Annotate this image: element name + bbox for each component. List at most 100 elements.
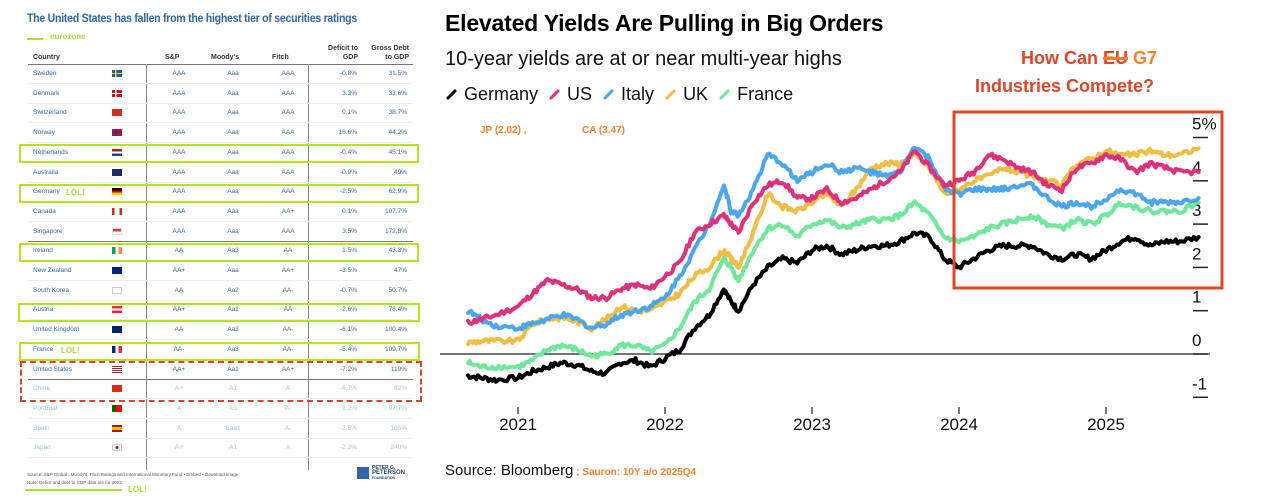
table-source: Source: S&P Global , Moody's, Fitch Rati… — [27, 472, 239, 477]
logo-line-1: PETER G. — [372, 465, 396, 471]
series-line-germany — [466, 230, 1201, 384]
debt-cell: 50.7% — [388, 286, 407, 294]
row-divider — [28, 378, 413, 380]
y-tick-label: 2 — [1192, 244, 1201, 263]
deficit-cell: -6.7% — [340, 385, 357, 393]
moodys-rating-cell: Aa1 — [227, 365, 239, 373]
highlight-austria — [18, 303, 420, 322]
fitch-rating-cell: AA- — [282, 345, 294, 353]
moodys-rating-cell: Aaa — [227, 188, 239, 196]
country-cell: Portugal — [33, 404, 58, 412]
debt-cell: 44.2% — [388, 129, 407, 137]
austria-flag-icon — [112, 306, 122, 314]
table-row: Portugal A A3 A- 1.2% 97.7% — [28, 400, 413, 419]
row-divider — [28, 417, 413, 419]
y-tick-label: 1 — [1192, 288, 1201, 307]
col-header-country: Country — [33, 54, 60, 61]
deficit-cell: 1.5% — [342, 247, 357, 255]
logo-line-2: PETERSON — [372, 470, 406, 476]
col-header-moodys: Moody's — [211, 54, 240, 61]
moodys-rating-cell: A3 — [229, 404, 237, 412]
table-row: Spain A Baa1 A- -3.5% 105% — [28, 420, 413, 439]
fitch-rating-cell: AAA — [281, 168, 295, 176]
x-tick-label: 2021 — [499, 415, 537, 434]
chart-legend: Germany US Italy UK France — [445, 84, 793, 105]
legend-swatch-icon — [445, 88, 458, 101]
series-line-italy — [466, 146, 1201, 332]
ireland-flag-icon — [112, 247, 122, 255]
deficit-cell: -3.5% — [340, 267, 357, 274]
table-row: Japan A+ A1 A -2.3% 240% — [28, 439, 413, 459]
sp-rating-cell: A — [176, 404, 182, 412]
x-tick-label: 2024 — [940, 415, 978, 434]
row-divider — [28, 181, 413, 183]
moodys-rating-cell: Aa2 — [227, 286, 239, 294]
legend-swatch-icon — [718, 88, 731, 101]
table-note: Note: Deficit and debt to GDP data are f… — [27, 480, 123, 485]
netherlands-flag-icon — [112, 148, 122, 156]
sp-rating-cell: A+ — [174, 444, 184, 452]
moodys-rating-cell: Aaa — [227, 89, 239, 97]
country-cell: United Kingdom — [33, 326, 80, 334]
moodys-rating-cell: Aaa — [227, 148, 239, 156]
uk-flag-icon — [112, 326, 122, 334]
logo-line-3: FOUNDATION — [372, 476, 396, 480]
moodys-rating-cell: Aaa — [227, 267, 239, 274]
deficit-cell: 3.3% — [342, 89, 357, 97]
country-cell: France — [33, 345, 54, 353]
footer-lol-line — [25, 489, 122, 491]
canada-flag-icon — [112, 207, 122, 215]
debt-cell: 78.4% — [388, 306, 407, 314]
table-row: South Korea AA Aa2 AA- -0.7% 50.7% — [28, 282, 413, 301]
table-row: Norway AAA Aaa AAA 16.6% 44.2% — [28, 124, 413, 144]
country-cell: Denmark — [33, 89, 60, 97]
series-line-france — [466, 199, 1201, 372]
deficit-cell: -2.6% — [340, 306, 357, 314]
row-divider — [28, 83, 413, 84]
sp-rating-cell: AA+ — [172, 365, 186, 373]
y-tick-label: 0 — [1192, 331, 1201, 350]
row-divider — [28, 339, 413, 341]
legend-swatch-icon — [548, 88, 561, 101]
japan-flag-icon — [112, 444, 122, 452]
col-header-deficit: Deficit to GDP — [328, 45, 358, 61]
question-annotation-line2: Industries Compete? — [975, 76, 1155, 96]
germany-lol-annotation: LOL! — [66, 188, 85, 197]
yield-chart: -1 0 1 2 3 4 5% 2021 2022 2023 2024 2025 — [440, 110, 1224, 434]
moodys-rating-cell: Aaa — [227, 207, 239, 215]
jp-yield-annotation: JP (2.02) , — [480, 125, 527, 136]
y-tick-label: 4 — [1192, 158, 1201, 177]
fitch-rating-cell: AAA — [281, 227, 295, 235]
row-divider — [28, 142, 413, 144]
moodys-rating-cell: Aaa — [227, 109, 239, 117]
peterson-logo-icon — [357, 467, 369, 479]
debt-cell: 38.7% — [388, 109, 407, 117]
row-divider — [28, 437, 413, 439]
legend-item-uk: UK — [664, 84, 708, 105]
singapore-flag-icon — [112, 227, 122, 235]
header-divider — [28, 64, 413, 65]
row-divider — [28, 220, 413, 222]
col-header-fitch: Fitch — [272, 54, 289, 61]
struck-eu-text: EU — [1103, 48, 1129, 68]
fitch-rating-cell: AA- — [282, 286, 294, 294]
country-cell: Switzerland — [33, 109, 67, 117]
x-tick-label: 2023 — [793, 415, 831, 434]
country-cell: Norway — [33, 129, 56, 137]
debt-cell: 105% — [390, 424, 407, 432]
footer-lol-annotation: LOL! — [128, 485, 147, 494]
row-divider — [28, 122, 413, 124]
chart-subtitle: 10-year yields are at or near multi-year… — [445, 48, 842, 70]
table-row: Sweden AAA Aaa AAA -0.8% 31.5% — [28, 65, 413, 84]
g7-text: G7 — [1128, 48, 1158, 68]
col-header-sp: S&P — [165, 54, 180, 61]
sweden-flag-icon — [112, 70, 122, 77]
x-tick-label: 2025 — [1087, 415, 1125, 434]
eurozone-legend-line — [27, 38, 43, 40]
new-zealand-flag-icon — [112, 267, 122, 274]
deficit-cell: 16.6% — [338, 129, 357, 137]
highlight-netherlands — [19, 144, 419, 163]
deficit-cell: -0.8% — [340, 70, 357, 77]
country-cell: South Korea — [33, 286, 70, 294]
highlight-france — [19, 342, 420, 361]
